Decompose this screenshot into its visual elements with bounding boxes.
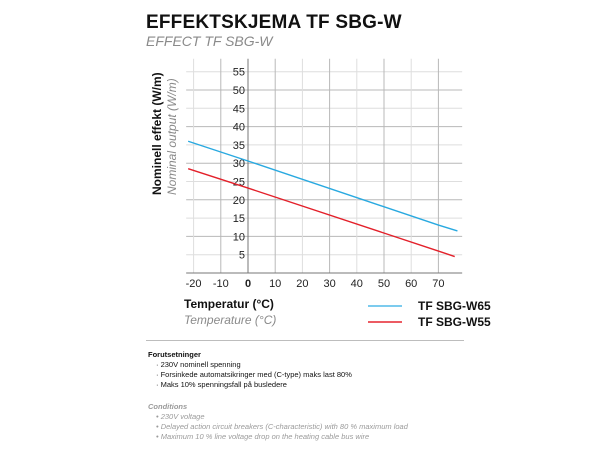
svg-text:10: 10 [233, 231, 245, 243]
x-axis-label-no: Temperatur (°C) [184, 297, 274, 311]
svg-text:70: 70 [432, 278, 444, 290]
data-series [187, 140, 458, 258]
condition-item: • Maximum 10 % line voltage drop on the … [156, 432, 370, 441]
assumptions-no: Forutsetninger · 230V nominell spenning … [148, 350, 352, 390]
condition-item: • Delayed action circuit breakers (C-cha… [156, 422, 408, 431]
svg-text:55: 55 [233, 67, 245, 79]
svg-text:50: 50 [233, 85, 245, 97]
svg-text:40: 40 [351, 278, 363, 290]
grid [186, 58, 463, 274]
legend-label-w55: TF SBG-W55 [418, 315, 491, 329]
x-axis-label-en: Temperature (°C) [184, 313, 277, 327]
assumption-item: · 230V nominell spenning [156, 360, 241, 369]
svg-text:60: 60 [405, 278, 417, 290]
svg-text:35: 35 [233, 140, 245, 152]
svg-text:-20: -20 [186, 278, 202, 290]
svg-text:15: 15 [233, 213, 245, 225]
svg-text:20: 20 [233, 195, 245, 207]
svg-text:30: 30 [323, 278, 335, 290]
svg-text:50: 50 [378, 278, 390, 290]
svg-text:30: 30 [233, 158, 245, 170]
legend-swatch-w65 [368, 305, 402, 307]
legend-item-w65: TF SBG-W65 [368, 298, 491, 314]
legend: TF SBG-W65 TF SBG-W55 [368, 298, 491, 330]
chart-title: EFFEKTSKJEMA TF SBG-W [146, 12, 402, 33]
conditions-en: Conditions • 230V voltage • Delayed acti… [148, 402, 408, 442]
assumption-item: · Forsinkede automatsikringer med (C-typ… [156, 370, 352, 379]
legend-swatch-w55 [368, 321, 402, 323]
divider [146, 340, 464, 341]
x-axis-label: Temperatur (°C) Temperature (°C) [184, 297, 276, 327]
svg-text:40: 40 [233, 122, 245, 134]
x-tick-labels: -20 -10 0 10 20 30 40 50 60 70 [186, 278, 445, 290]
legend-item-w55: TF SBG-W55 [368, 314, 491, 330]
svg-text:45: 45 [233, 103, 245, 115]
svg-text:-10: -10 [213, 278, 229, 290]
svg-text:0: 0 [245, 278, 251, 290]
assumptions-heading: Forutsetninger [148, 350, 201, 359]
chart-subtitle: EFFECT TF SBG-W [146, 33, 273, 49]
condition-item: • 230V voltage [156, 412, 205, 421]
assumption-item: · Maks 10% spenningsfall på busledere [156, 380, 287, 389]
svg-text:10: 10 [269, 278, 281, 290]
svg-text:20: 20 [296, 278, 308, 290]
legend-label-w65: TF SBG-W65 [418, 299, 491, 313]
conditions-heading: Conditions [148, 402, 188, 411]
svg-text:5: 5 [239, 250, 245, 262]
